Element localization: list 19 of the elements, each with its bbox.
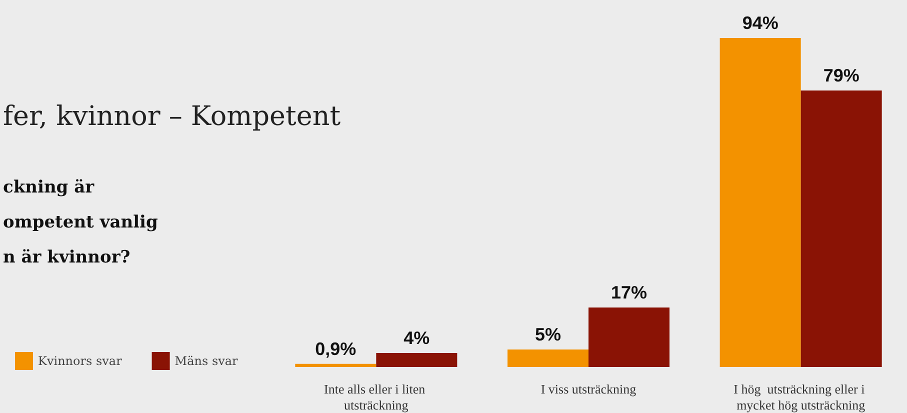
x-tick-label: Inte alls eller i liten utsträckning bbox=[324, 382, 428, 412]
text: fer, kvinnor – Kompetent bbox=[3, 101, 341, 132]
bar bbox=[800, 90, 882, 367]
legend-label: Mäns svar bbox=[174, 354, 238, 368]
data-label: 79% bbox=[823, 66, 860, 86]
data-label: 94% bbox=[742, 13, 778, 33]
data-label: 0,9% bbox=[315, 338, 356, 359]
bar bbox=[508, 350, 588, 367]
text: ckning är ompetent vanlig n är kvinnor? bbox=[3, 178, 158, 268]
legend-label: Kvinnors svar bbox=[38, 354, 122, 368]
bar bbox=[720, 38, 801, 367]
data-label: 5% bbox=[534, 324, 562, 344]
bar bbox=[295, 364, 376, 367]
x-tick-label: I hög utsträckning eller i mycket hög utsträckning bbox=[734, 382, 868, 412]
data-label: 17% bbox=[610, 282, 648, 302]
x-tick-label: I viss utsträckning bbox=[540, 382, 637, 396]
data-label: 4% bbox=[404, 328, 430, 348]
bar bbox=[376, 353, 458, 367]
bar bbox=[588, 308, 670, 367]
